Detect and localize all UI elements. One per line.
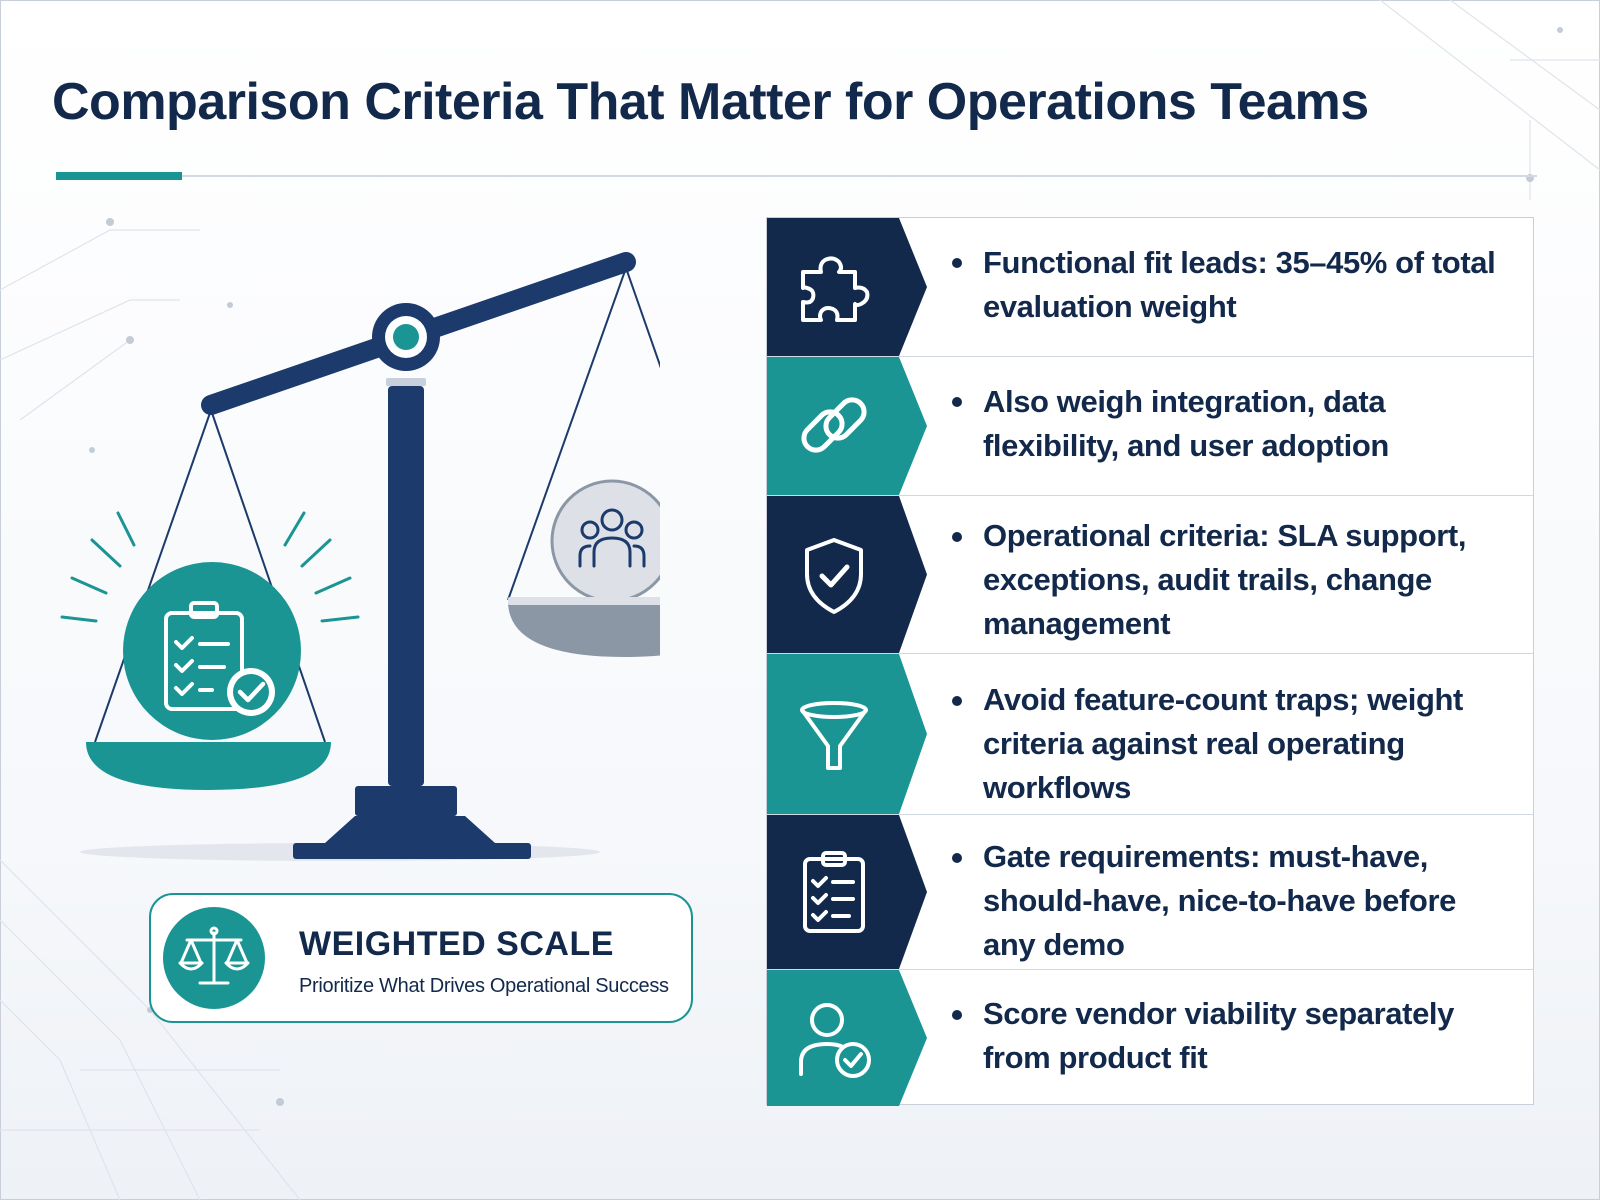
- criteria-tab: [767, 654, 927, 814]
- criteria-text: Avoid feature-count traps; weight criter…: [983, 682, 1463, 805]
- page-title: Comparison Criteria That Matter for Oper…: [52, 73, 1369, 131]
- criteria-text: Functional fit leads: 35–45% of total ev…: [983, 245, 1496, 324]
- scales-icon: [163, 907, 265, 1009]
- user-check-icon: [799, 1003, 871, 1078]
- title-rule: [182, 175, 1537, 177]
- criteria-row: Operational criteria: SLA support, excep…: [767, 496, 1533, 654]
- criteria-text: Also weigh integration, data flexibility…: [983, 384, 1389, 463]
- bullet: [952, 532, 962, 542]
- criteria-row: Avoid feature-count traps; weight criter…: [767, 654, 1533, 815]
- title-accent-bar: [56, 172, 182, 180]
- emphasis-rays: [60, 511, 360, 623]
- badge-title: WEIGHTED SCALE: [299, 925, 614, 963]
- criteria-row: Also weigh integration, data flexibility…: [767, 357, 1533, 496]
- weighted-scale-badge: WEIGHTED SCALE Prioritize What Drives Op…: [149, 893, 693, 1023]
- bullet: [952, 1010, 962, 1020]
- criteria-list: Functional fit leads: 35–45% of total ev…: [766, 217, 1534, 1106]
- criteria-tab: [767, 218, 927, 356]
- criteria-row: Functional fit leads: 35–45% of total ev…: [767, 218, 1533, 357]
- criteria-tab: [767, 496, 927, 653]
- criteria-row: Score vendor viability separately from p…: [767, 970, 1533, 1106]
- link-icon: [801, 397, 867, 453]
- criteria-tab: [767, 815, 927, 969]
- criteria-text: Score vendor viability separately from p…: [983, 996, 1454, 1075]
- bullet: [952, 397, 962, 407]
- criteria-text: Operational criteria: SLA support, excep…: [983, 518, 1467, 641]
- criteria-tab: [767, 357, 927, 495]
- right-pan-load: [550, 479, 660, 603]
- clipboard-check-icon: [164, 601, 244, 711]
- balance-scale-illustration: [60, 252, 660, 861]
- criteria-row: Gate requirements: must-have, should-hav…: [767, 815, 1533, 970]
- scale-pillar: [388, 386, 424, 786]
- left-pan: [86, 742, 331, 790]
- badge-subtitle: Prioritize What Drives Operational Succe…: [299, 975, 669, 997]
- criteria-text: Gate requirements: must-have, should-hav…: [983, 839, 1456, 962]
- shield-check-icon: [805, 538, 863, 614]
- checklist-icon: [803, 851, 865, 933]
- bullet: [952, 696, 962, 706]
- puzzle-piece-icon: [801, 256, 870, 322]
- scale-base: [293, 843, 531, 859]
- left-pan-load: [123, 562, 301, 740]
- criteria-tab: [767, 970, 927, 1106]
- right-pan: [508, 601, 660, 657]
- users-icon: [578, 508, 646, 568]
- bullet: [952, 258, 962, 268]
- bullet: [952, 853, 962, 863]
- funnel-icon: [800, 701, 868, 770]
